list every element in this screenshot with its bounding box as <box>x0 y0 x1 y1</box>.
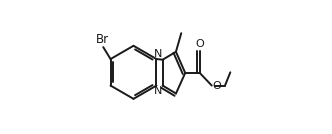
Text: N: N <box>154 49 162 59</box>
Text: N: N <box>154 86 162 96</box>
Text: Br: Br <box>96 34 109 46</box>
Text: O: O <box>196 39 204 49</box>
Text: O: O <box>212 81 221 91</box>
